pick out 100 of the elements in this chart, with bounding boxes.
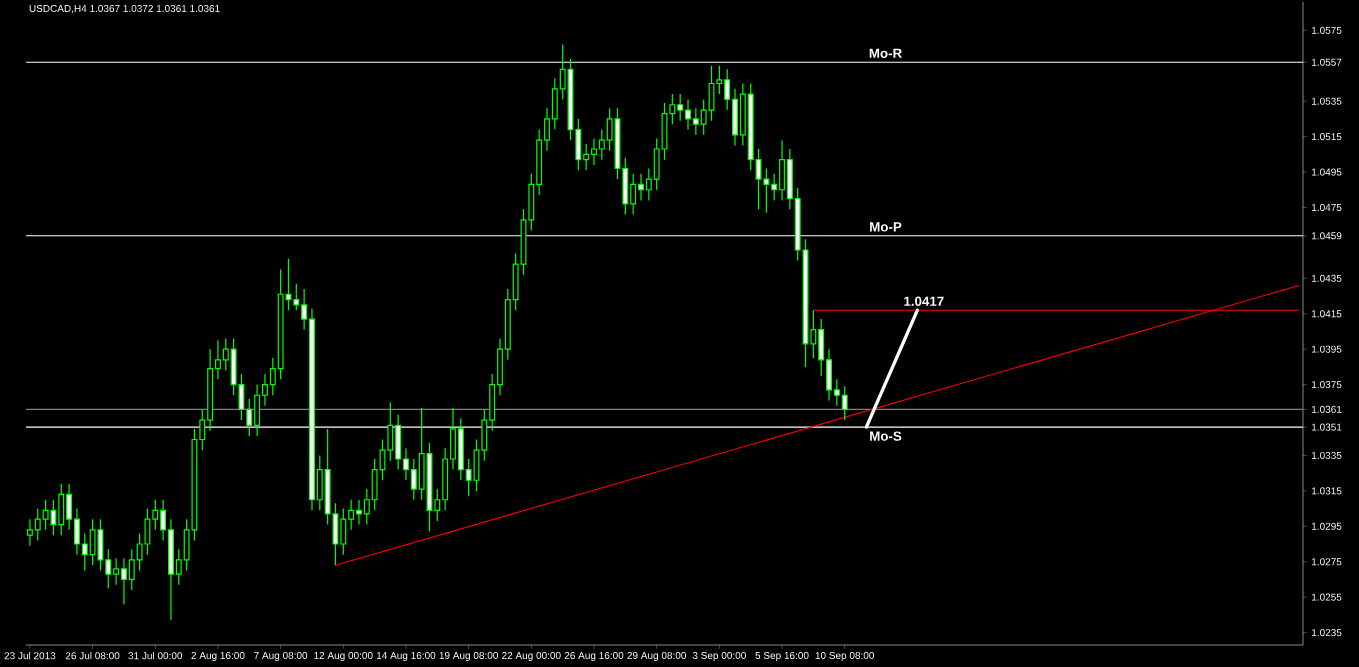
- candlestick: [363, 488, 370, 526]
- candlestick: [489, 373, 496, 432]
- candlestick: [692, 107, 699, 136]
- candlestick: [73, 507, 80, 556]
- candlestick: [653, 137, 660, 191]
- y-tick-label: 1.0351: [1312, 423, 1342, 431]
- candlestick: [677, 93, 684, 122]
- candlestick: [724, 68, 731, 111]
- candlestick: [356, 499, 362, 526]
- candlestick: [786, 148, 793, 210]
- x-tick-label: 29 Aug 08:00: [627, 651, 687, 661]
- candlestick: [536, 128, 543, 196]
- y-tick-label: 1.0235: [1312, 629, 1342, 637]
- x-tick-label: 2 Aug 16:00: [191, 651, 245, 661]
- ref-line-label: Mo-P: [870, 222, 902, 232]
- y-tick-label: 1.0295: [1312, 522, 1342, 530]
- candlestick: [105, 548, 112, 589]
- y-tick-label: 1.0395: [1312, 345, 1342, 353]
- candlestick: [199, 408, 206, 451]
- candlestick: [26, 518, 33, 547]
- y-tick-label: 1.0557: [1312, 58, 1342, 66]
- y-tick-label: 1.0361: [1312, 405, 1342, 413]
- candlestick: [269, 357, 276, 396]
- candlestick: [504, 288, 511, 361]
- candlestick: [168, 518, 174, 621]
- candlestick: [58, 483, 65, 536]
- y-tick-label: 1.0475: [1312, 203, 1342, 212]
- candlestick: [316, 454, 323, 511]
- x-tick-label: 26 Aug 16:00: [564, 651, 624, 661]
- candlestick: [747, 82, 754, 171]
- candlestick: [207, 348, 214, 432]
- x-tick-label: 3 Sep 00:00: [692, 651, 746, 661]
- candlestick: [481, 408, 488, 462]
- candlestick: [152, 499, 159, 531]
- candlestick: [591, 137, 597, 166]
- y-tick-label: 1.0435: [1312, 274, 1342, 282]
- candlestick: [841, 385, 848, 421]
- candlestick: [120, 557, 127, 605]
- chart-title: USDCAD,H4 1.0367 1.0372 1.0361 1.0361: [29, 4, 220, 14]
- candlestick: [818, 318, 825, 377]
- candlestick: [638, 173, 644, 201]
- candlestick: [160, 499, 167, 542]
- x-tick-label: 26 Jul 08:00: [65, 651, 120, 660]
- candlestick: [826, 348, 832, 402]
- candlestick: [215, 339, 221, 380]
- candlestick: [685, 98, 691, 131]
- candlestick: [771, 173, 778, 201]
- candlestick: [387, 401, 394, 462]
- candlestick: [66, 483, 73, 531]
- x-tick-label: 5 Sep 16:00: [755, 651, 809, 661]
- candlestick: [348, 499, 355, 531]
- candlestick: [575, 118, 582, 171]
- candlestick: [606, 107, 613, 152]
- ref-line-label: Mo-R: [869, 48, 902, 58]
- y-tick-label: 1.0459: [1312, 232, 1342, 240]
- candlestick: [442, 447, 449, 511]
- candlestick: [128, 548, 135, 591]
- x-tick-label: 12 Aug 00:00: [314, 651, 373, 661]
- y-tick-label: 1.0275: [1312, 558, 1342, 566]
- candlestick: [583, 143, 590, 171]
- y-tick-label: 1.0515: [1312, 133, 1342, 141]
- y-tick-label: 1.0535: [1312, 97, 1342, 105]
- candlestick: [262, 373, 268, 407]
- x-tick-label: 19 Aug 08:00: [439, 651, 498, 661]
- x-tick-label: 7 Aug 08:00: [254, 651, 308, 661]
- candlestick: [598, 128, 605, 161]
- y-tick-label: 1.0255: [1312, 593, 1342, 601]
- y-tick-label: 1.0575: [1312, 26, 1342, 34]
- candlestick: [113, 557, 120, 586]
- candlestick: [450, 407, 456, 471]
- candlestick: [739, 82, 746, 147]
- candlestick: [254, 384, 261, 437]
- y-tick-label: 1.0495: [1312, 168, 1342, 176]
- x-tick-label: 10 Sep 08:00: [815, 651, 875, 661]
- candlestick: [779, 139, 785, 201]
- candlestick: [434, 488, 441, 522]
- candlestick: [222, 337, 229, 372]
- x-tick-label: 14 Aug 16:00: [376, 651, 436, 661]
- candlestick: [34, 507, 41, 542]
- candlestick: [403, 447, 409, 481]
- x-tick-label: 31 Jul 00:00: [128, 651, 183, 660]
- candlestick: [700, 98, 707, 136]
- candlestick: [497, 337, 503, 396]
- candlestick: [630, 173, 637, 216]
- candlestick: [410, 458, 417, 501]
- candlestick: [340, 507, 347, 556]
- y-tick-label: 1.0315: [1312, 487, 1342, 495]
- annotation: 1.0417: [904, 296, 944, 306]
- y-tick-label: 1.0335: [1312, 451, 1342, 459]
- ref-line-label: Mo-S: [870, 431, 902, 441]
- x-tick-label: 23 Jul 2013: [4, 651, 56, 660]
- candlestick: [732, 88, 738, 147]
- candlestick: [301, 288, 308, 331]
- candlestick: [551, 77, 558, 131]
- candlestick: [544, 107, 550, 152]
- x-tick-label: 22 Aug 00:00: [502, 651, 561, 661]
- y-tick-label: 1.0415: [1312, 310, 1342, 318]
- candlestick: [81, 532, 88, 572]
- candlestick: [528, 173, 535, 232]
- candlestick: [645, 167, 652, 201]
